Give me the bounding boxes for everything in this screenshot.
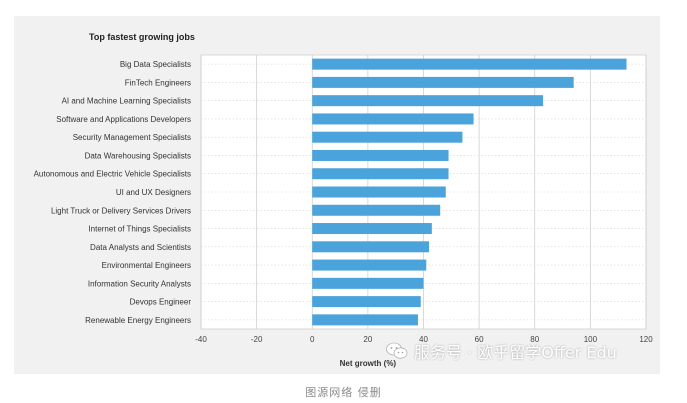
bar-chart: Big Data Specialists FinTech Engineers AI … — [34, 54, 653, 368]
watermark: 服务号 · 欧乎留学Offer Edu — [386, 338, 617, 364]
category-label-2: FinTech Engineers — [125, 78, 191, 87]
category-label-8: UI and UX Designers — [116, 188, 191, 197]
category-label-12: Environmental Engineers — [102, 261, 191, 270]
category-label-6: Data Warehousing Specialists — [85, 151, 191, 160]
category-label-13: Information Security Analysts — [88, 279, 191, 288]
bar-9 — [312, 204, 441, 216]
bar-1 — [312, 58, 627, 70]
bar-15 — [312, 314, 418, 326]
category-label-1: Big Data Specialists — [120, 60, 191, 69]
bar-13 — [312, 277, 424, 289]
category-label-4: Software and Applications Developers — [56, 115, 191, 124]
category-label-10: Internet of Things Specialists — [88, 225, 191, 234]
bar-3 — [312, 95, 544, 107]
bar-11 — [312, 241, 430, 253]
category-label-14: Devops Engineer — [130, 298, 192, 307]
plot-frame — [200, 54, 647, 330]
bar-12 — [312, 259, 427, 271]
x-tick-label: -40 — [195, 335, 207, 344]
bar-2 — [312, 76, 574, 88]
bar-5 — [312, 131, 463, 143]
bar-14 — [312, 296, 421, 308]
x-tick-label: -20 — [251, 335, 263, 344]
x-tick-label: 80 — [530, 335, 539, 344]
image-caption: 图源网络 侵删 — [305, 386, 382, 399]
category-label-9: Light Truck or Delivery Services Drivers — [51, 206, 191, 215]
x-tick-label: 0 — [310, 335, 315, 344]
chart-panel: Top fastest growing jobs Big Data Specia… — [14, 16, 660, 374]
bar-4 — [312, 113, 474, 125]
x-tick-label: 40 — [419, 335, 428, 344]
bar-6 — [312, 149, 449, 161]
x-axis-label: Net growth (%) — [340, 359, 397, 368]
x-tick-label: 100 — [584, 335, 598, 344]
x-tick-label: 120 — [639, 335, 653, 344]
bar-10 — [312, 223, 432, 235]
category-label-3: AI and Machine Learning Specialists — [62, 97, 191, 106]
wechat-icon — [386, 342, 408, 359]
chart-title: Top fastest growing jobs — [89, 32, 195, 42]
category-label-7: Autonomous and Electric Vehicle Speciali… — [34, 170, 191, 179]
category-label-5: Security Management Specialists — [73, 133, 191, 142]
x-tick-label: 20 — [363, 335, 372, 344]
x-tick-label: 60 — [475, 335, 484, 344]
category-label-15: Renewable Energy Engineers — [85, 316, 191, 325]
bar-7 — [312, 168, 449, 180]
watermark-text: 服务号 · 欧乎留学Offer Edu — [414, 343, 617, 362]
bar-8 — [312, 186, 446, 198]
category-label-11: Data Analysts and Scientists — [90, 243, 191, 252]
